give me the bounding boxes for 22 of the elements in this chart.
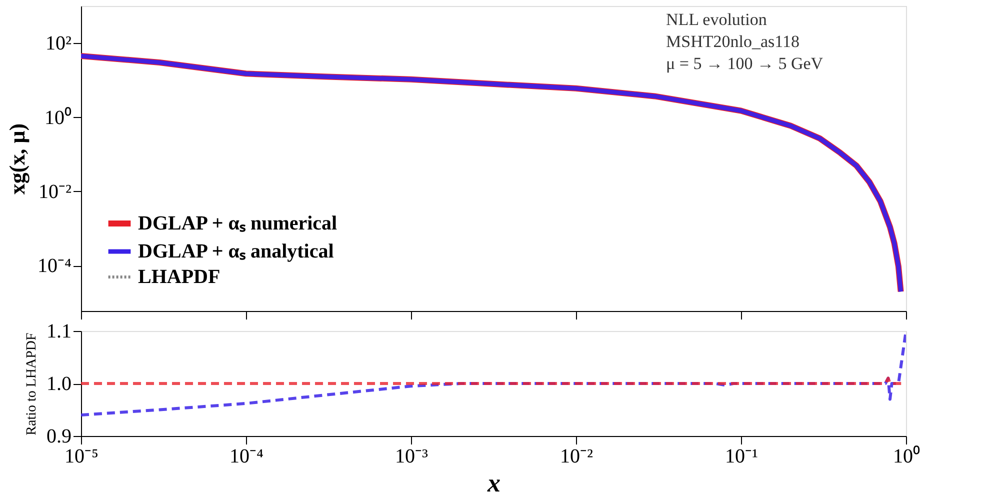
y-tick-label: 10⁻² [38, 180, 72, 203]
legend-label: LHAPDF [138, 266, 220, 288]
x-tick-label: 10⁻² [560, 446, 593, 468]
x-tick-label: 10⁰ [893, 444, 920, 468]
annotation: MSHT20nlo_as118 [666, 32, 800, 51]
annotation: NLL evolution [666, 10, 768, 29]
x-axis-title: x [486, 468, 500, 498]
y-tick-label: 1.1 [46, 320, 72, 342]
legend-label: DGLAP + αₛ numerical [138, 212, 338, 234]
y-tick-label: 1.0 [46, 373, 72, 395]
y-tick-label: 10² [46, 32, 72, 55]
x-tick-label: 10⁻¹ [725, 446, 758, 468]
x-tick-label: 10⁻⁵ [64, 446, 98, 468]
x-tick-label: 10⁻³ [395, 446, 428, 468]
y-axis-title: Ratio to LHAPDF [24, 332, 40, 436]
x-tick-label: 10⁻⁴ [230, 446, 264, 468]
annotation: μ = 5 → 100 → 5 GeV [666, 54, 824, 73]
y-tick-label: 10⁰ [44, 106, 72, 129]
y-tick-label: 0.9 [46, 426, 72, 448]
y-axis-title: xg(x, μ) [4, 123, 30, 195]
legend-label: DGLAP + αₛ analytical [138, 240, 334, 262]
y-tick-label: 10⁻⁴ [38, 255, 72, 278]
